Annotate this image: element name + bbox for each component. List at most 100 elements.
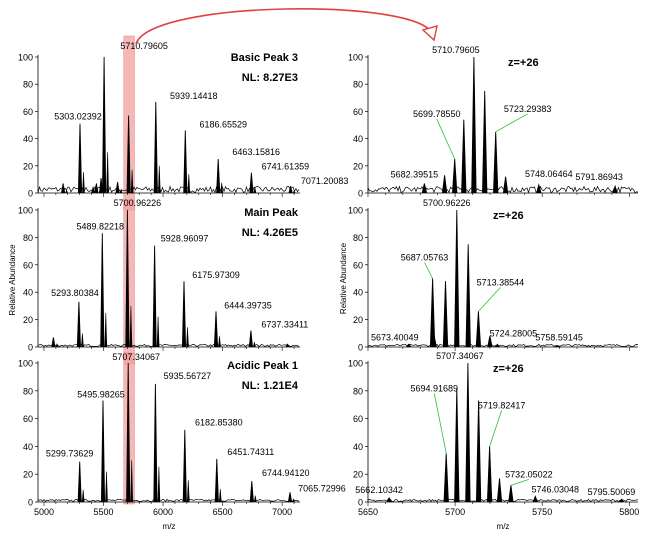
peak-label: 6182.85380 bbox=[195, 418, 243, 428]
panel-left-top: 0 20 40 60 80 100 5303.02392 5710.79605 5939.144… bbox=[18, 35, 348, 211]
peak bbox=[461, 119, 467, 194]
peak-label: 6186.65529 bbox=[199, 119, 247, 129]
x-tick-label: 5700 bbox=[445, 507, 465, 517]
peak-shoulder bbox=[253, 342, 256, 348]
peak-shoulder bbox=[219, 489, 222, 503]
y-tick-label: 60 bbox=[353, 414, 363, 424]
peak-shoulder bbox=[254, 495, 257, 503]
peak bbox=[471, 56, 477, 194]
y-tick-label: 80 bbox=[23, 233, 33, 243]
peak bbox=[125, 209, 130, 348]
peak-label: 6744.94120 bbox=[262, 468, 310, 478]
x-tick-label: 7000 bbox=[272, 507, 292, 517]
y-tick-label: 20 bbox=[353, 470, 363, 480]
peak-label: 5724.28005 bbox=[490, 328, 538, 338]
peak-label: 6741.61359 bbox=[262, 162, 310, 172]
peak-label: 6451.74311 bbox=[227, 447, 274, 457]
y-tick-label: 100 bbox=[348, 53, 363, 63]
x-tick-label: 5800 bbox=[619, 507, 639, 517]
y-tick-label: 60 bbox=[23, 260, 33, 270]
peak-label: 5707.34067 bbox=[112, 352, 160, 362]
peak bbox=[454, 209, 460, 348]
x-axis-label: m/z bbox=[497, 522, 510, 531]
peak bbox=[126, 362, 131, 503]
peak bbox=[102, 56, 107, 194]
peak bbox=[61, 183, 66, 194]
baseline-trace bbox=[367, 498, 639, 503]
y-tick-label: 40 bbox=[353, 288, 363, 298]
peak bbox=[482, 90, 488, 194]
y-tick-label: 20 bbox=[353, 161, 363, 171]
peak bbox=[496, 478, 503, 503]
peak bbox=[216, 158, 221, 194]
peak-label: 5293.80384 bbox=[51, 288, 99, 298]
normalization-label: NL: 1.21E4 bbox=[242, 380, 299, 392]
peak bbox=[421, 183, 428, 194]
y-tick-label: 80 bbox=[23, 80, 33, 90]
peak-label: 5682.39515 bbox=[391, 169, 439, 179]
peak bbox=[51, 337, 56, 348]
peak bbox=[442, 281, 449, 348]
y-tick-label: 100 bbox=[18, 53, 33, 63]
charge-state-label: z=+26 bbox=[493, 363, 524, 375]
peak bbox=[183, 130, 188, 194]
label-leader-line bbox=[436, 118, 456, 160]
peak bbox=[152, 245, 157, 348]
peak-label: 5758.59145 bbox=[535, 333, 583, 343]
y-axis-label: Relative Abundance bbox=[339, 242, 348, 314]
peak-label: 6444.39735 bbox=[224, 300, 272, 310]
peak-label: 5687.05763 bbox=[401, 253, 449, 263]
y-tick-label: 20 bbox=[353, 315, 363, 325]
panel-right-mid: 0 20 40 60 80 100 5673.40049 5687.05763 5700.962… bbox=[339, 198, 639, 353]
charge-state-label: z=+26 bbox=[493, 210, 524, 222]
peak-shoulder bbox=[130, 460, 133, 503]
y-tick-label: 0 bbox=[358, 343, 363, 353]
zoom-arrow-curve bbox=[135, 8, 433, 45]
peak bbox=[94, 183, 99, 194]
peak-shoulder bbox=[187, 480, 190, 503]
peak-shoulder bbox=[105, 471, 108, 503]
peak bbox=[454, 387, 460, 503]
peak bbox=[486, 446, 493, 503]
y-tick-label: 100 bbox=[18, 206, 33, 216]
label-leader-line bbox=[424, 262, 433, 279]
peak-label: 5694.91689 bbox=[410, 383, 458, 393]
peak bbox=[475, 400, 482, 503]
panel-title: Acidic Peak 1 bbox=[227, 360, 298, 372]
peak bbox=[248, 330, 253, 348]
y-tick-label: 0 bbox=[28, 343, 33, 353]
peak-label: 5710.79605 bbox=[432, 45, 480, 55]
peak-label: 5713.38544 bbox=[477, 277, 525, 287]
peak-label: 5723.29383 bbox=[504, 104, 552, 114]
label-leader-line bbox=[510, 478, 530, 486]
peak bbox=[100, 400, 106, 503]
peak bbox=[494, 343, 500, 348]
peak bbox=[288, 186, 293, 194]
peak-label: 5700.96226 bbox=[114, 198, 162, 208]
peak-label: 5795.50069 bbox=[588, 487, 636, 497]
baseline-trace bbox=[37, 185, 300, 194]
y-tick-label: 80 bbox=[353, 80, 363, 90]
peak-label: 5928.96097 bbox=[161, 234, 209, 244]
peak-label: 6737.33411 bbox=[261, 320, 308, 330]
label-leader-line bbox=[478, 287, 501, 312]
y-tick-label: 60 bbox=[353, 260, 363, 270]
peak bbox=[153, 101, 158, 194]
x-tick-label: 5750 bbox=[532, 507, 552, 517]
peak-shoulder bbox=[81, 333, 84, 348]
y-tick-label: 80 bbox=[23, 386, 33, 396]
peak bbox=[214, 458, 219, 503]
peak bbox=[153, 383, 158, 503]
peak bbox=[487, 335, 493, 348]
y-tick-label: 80 bbox=[353, 386, 363, 396]
peak-label: 5489.82218 bbox=[77, 221, 125, 231]
x-tick-label: 5650 bbox=[358, 507, 378, 517]
peak-shoulder bbox=[129, 305, 133, 348]
peak bbox=[91, 186, 96, 194]
peak-shoulder bbox=[186, 327, 189, 348]
peak bbox=[443, 453, 449, 503]
normalization-label: NL: 8.27E3 bbox=[242, 72, 298, 84]
peak-label: 5707.34067 bbox=[436, 351, 484, 361]
peak bbox=[181, 281, 187, 348]
